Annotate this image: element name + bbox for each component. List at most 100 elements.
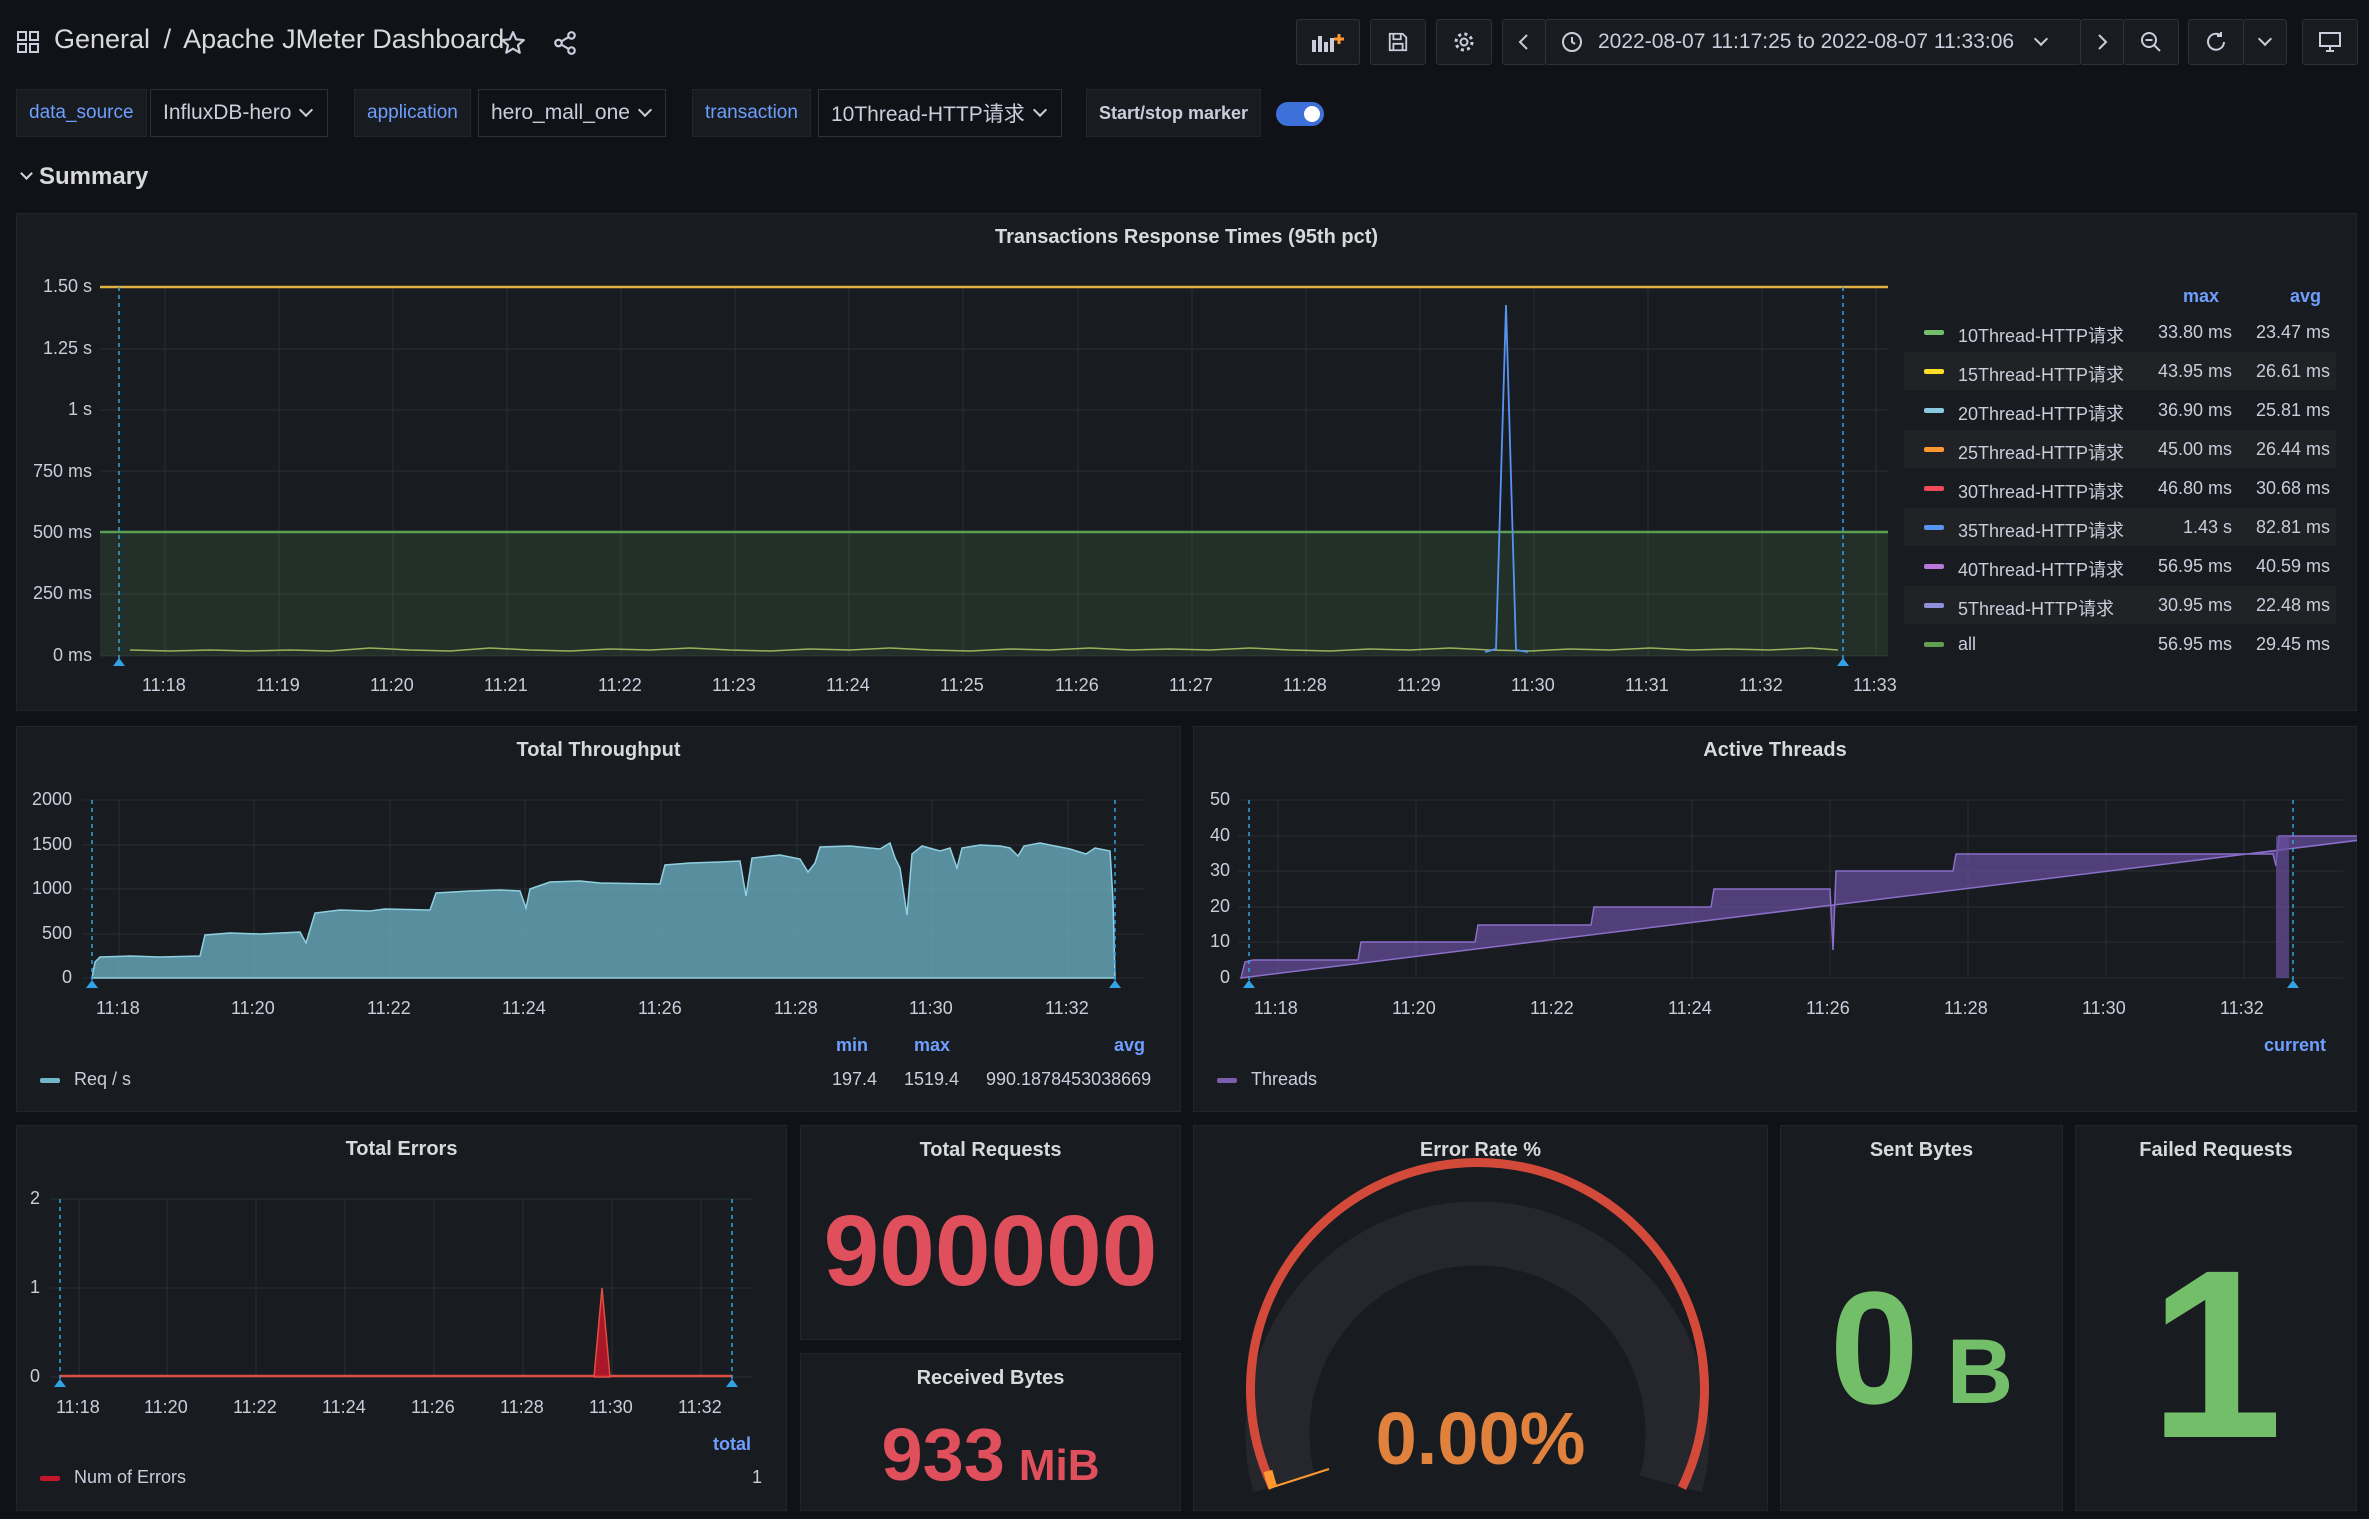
x-tick: 11:30 (909, 998, 953, 1018)
legend-item[interactable]: 15Thread-HTTP请求 43.95 ms 26.61 ms (1904, 352, 2336, 390)
error-rate-value: 0.00% (1375, 1397, 1586, 1480)
zoom-out-button[interactable] (2123, 19, 2179, 65)
legend-avg-value: 29.45 ms (2255, 634, 2330, 654)
series-area-threads (1240, 835, 2357, 979)
active-threads-panel[interactable] (1193, 726, 2357, 1112)
legend-header-avg[interactable]: avg (1114, 1035, 1146, 1055)
x-tick: 11:28 (500, 1397, 544, 1417)
y-tick: 1 s (67, 399, 92, 419)
total-requests-panel[interactable]: Total Requests 900000 (800, 1125, 1181, 1340)
x-tick: 11:22 (367, 998, 411, 1018)
chevron-right-icon (2098, 34, 2108, 50)
share-icon[interactable] (552, 30, 578, 61)
error-rate-panel[interactable]: Error Rate % 0.00% (1193, 1125, 1768, 1511)
row-header-summary[interactable]: Summary (20, 163, 149, 191)
legend-avg-value: 30.68 ms (2255, 478, 2330, 498)
failed-requests-panel[interactable]: Failed Requests 1 (2075, 1125, 2357, 1511)
legend-item-req-per-second[interactable]: Req / s (40, 1069, 131, 1090)
legend-swatch (1924, 564, 1944, 569)
x-tick: 11:26 (638, 998, 682, 1018)
refresh-button[interactable] (2188, 19, 2244, 65)
legend-item-errors[interactable]: Num of Errors (40, 1467, 186, 1488)
stop-marker-icon (2287, 980, 2299, 988)
star-icon[interactable] (500, 30, 526, 61)
top-navbar: General / Apache JMeter Dashboard 2022-0… (0, 0, 2369, 84)
tv-mode-button[interactable] (2302, 19, 2358, 65)
x-tick: 11:28 (1283, 675, 1327, 695)
panel-title: Received Bytes (916, 1367, 1065, 1389)
legend-swatch (1924, 408, 1944, 413)
legend-item-threads[interactable]: Threads (1217, 1069, 1317, 1090)
legend-item[interactable]: 35Thread-HTTP请求 1.43 s 82.81 ms (1904, 508, 2336, 546)
settings-button[interactable] (1436, 19, 1492, 65)
y-tick: 750 ms (32, 461, 92, 481)
page-title[interactable]: Apache JMeter Dashboard (183, 24, 505, 54)
legend-series-name: 15Thread-HTTP请求 (1958, 365, 2125, 385)
legend-header-total[interactable]: total (713, 1434, 751, 1454)
variable-select-data-source[interactable]: InfluxDB-hero (150, 89, 328, 137)
clock-icon (1562, 32, 1582, 52)
variable-label-data-source: data_source (16, 89, 147, 137)
stop-marker-icon (1837, 658, 1849, 666)
time-picker[interactable]: 2022-08-07 11:17:25 to 2022-08-07 11:33:… (1545, 19, 2081, 65)
legend-item[interactable]: 40Thread-HTTP请求 56.95 ms 40.59 ms (1904, 547, 2336, 585)
legend-header-avg[interactable]: avg (2290, 286, 2322, 306)
legend-max-value: 1.43 s (2182, 517, 2232, 537)
x-tick: 11:24 (826, 675, 870, 695)
legend-avg-value: 82.81 ms (2255, 517, 2330, 537)
panel-title: Active Threads (1703, 739, 1847, 761)
x-tick: 11:18 (96, 998, 140, 1018)
start-stop-marker-toggle[interactable] (1276, 102, 1324, 126)
breadcrumb-folder[interactable]: General (54, 24, 151, 54)
x-tick: 11:32 (1739, 675, 1783, 695)
total-errors-chart[interactable] (0, 1100, 790, 1400)
legend-avg-value: 40.59 ms (2255, 556, 2330, 576)
legend-item[interactable]: 5Thread-HTTP请求 30.95 ms 22.48 ms (1904, 586, 2336, 624)
legend-swatch (40, 1077, 60, 1083)
time-back-button[interactable] (1502, 19, 1546, 65)
variable-value: 10Thread-HTTP请求 (831, 103, 1025, 126)
received-bytes-panel[interactable]: Received Bytes 933 MiB (800, 1353, 1181, 1511)
legend-item[interactable]: 10Thread-HTTP请求 33.80 ms 23.47 ms (1904, 313, 2336, 351)
gauge-track (1245, 1201, 1710, 1493)
time-forward-button[interactable] (2080, 19, 2124, 65)
legend-header-min[interactable]: min (836, 1035, 869, 1055)
legend-header-current[interactable]: current (2264, 1035, 2327, 1055)
variable-select-transaction[interactable]: 10Thread-HTTP请求 (818, 89, 1062, 137)
x-tick: 11:20 (144, 1397, 188, 1417)
response-times-chart[interactable] (0, 0, 1900, 710)
y-tick: 1000 (31, 878, 72, 898)
throughput-chart[interactable] (0, 0, 1180, 1000)
legend-max-value: 1519.4 (904, 1069, 960, 1089)
legend-header-max[interactable]: max (2183, 286, 2220, 306)
panel-title: Total Requests (919, 1139, 1062, 1161)
active-threads-chart[interactable] (1193, 0, 2357, 1000)
x-tick: 11:25 (940, 675, 984, 695)
dashboard-grid-icon[interactable] (16, 30, 40, 59)
legend-item[interactable]: 20Thread-HTTP请求 36.90 ms 25.81 ms (1904, 391, 2336, 429)
panel-title: Transactions Response Times (95th pct) (994, 226, 1379, 248)
add-panel-button[interactable] (1296, 19, 1360, 65)
legend-max-value: 45.00 ms (2157, 439, 2232, 459)
legend-header-max[interactable]: max (914, 1035, 951, 1055)
legend-swatch (1924, 447, 1944, 452)
start-marker-icon (86, 980, 98, 988)
legend-item[interactable]: 30Thread-HTTP请求 46.80 ms 30.68 ms (1904, 469, 2336, 507)
variable-label-application: application (354, 89, 471, 137)
row-title: Summary (39, 163, 149, 190)
legend-item[interactable]: 25Thread-HTTP请求 45.00 ms 26.44 ms (1904, 430, 2336, 468)
refresh-interval-dropdown[interactable] (2243, 19, 2287, 65)
legend-avg-value: 990.1878453038669 (986, 1069, 1152, 1089)
legend-avg-value: 25.81 ms (2255, 400, 2330, 420)
variable-select-application[interactable]: hero_mall_one (478, 89, 666, 137)
panel-title: Total Errors (345, 1138, 458, 1160)
legend-series-name: 40Thread-HTTP请求 (1958, 560, 2125, 580)
save-dashboard-button[interactable] (1370, 19, 1426, 65)
legend-swatch (40, 1475, 60, 1481)
legend-series-name: 5Thread-HTTP请求 (1958, 599, 2115, 619)
legend-item[interactable]: all 56.95 ms 29.45 ms (1904, 625, 2336, 663)
legend-swatch (1924, 486, 1944, 491)
refresh-icon (2207, 32, 2225, 51)
total-errors-panel[interactable] (16, 1125, 787, 1511)
